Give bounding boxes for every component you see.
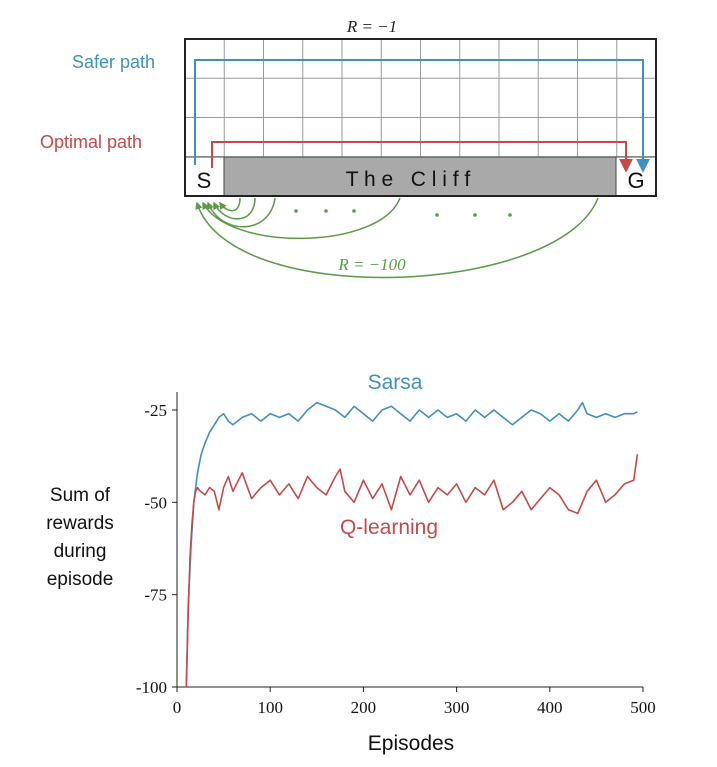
series-line-qlearning: [185, 454, 639, 688]
x-tick-label: 300: [444, 698, 470, 717]
y-tick-label: -100: [136, 678, 167, 697]
series-lines: [185, 401, 639, 688]
optimal-path: [211, 141, 633, 173]
y-tick-label: -75: [144, 586, 167, 605]
cliff-arc: [206, 197, 276, 228]
step-reward-label: R = −1: [346, 17, 397, 36]
safer-path: [194, 59, 650, 173]
optimal-path-label: Optimal path: [40, 132, 142, 152]
y-axis-label: Sum of rewards during episode: [46, 485, 114, 590]
goal-label: G: [627, 168, 644, 193]
cliff-reward-label: R = −100: [337, 255, 406, 274]
safer-path-label: Safer path: [72, 52, 155, 72]
grid-border: [184, 38, 657, 197]
y-axis-label-line: rewards: [46, 513, 114, 534]
y-ticks: -25 -50 -75 -100: [136, 401, 177, 697]
ellipsis-dot: [508, 213, 512, 217]
x-tick-label: 400: [537, 698, 563, 717]
series-label-sarsa: Sarsa: [368, 371, 423, 394]
x-ticks: 0 100 200 300 400 500: [173, 687, 656, 717]
learning-curve-chart: 0 100 200 300 400 500 -25 -50 -75 -100 Sarsa Q-l…: [46, 371, 656, 755]
x-tick-label: 0: [173, 698, 182, 717]
ellipsis-dot: [324, 209, 328, 213]
cliff-arc: [195, 197, 599, 279]
ellipsis-dot: [435, 213, 439, 217]
y-tick-label: -25: [144, 401, 167, 420]
cliff-label: T h e C l i f f: [346, 168, 471, 191]
x-tick-label: 500: [630, 698, 656, 717]
cliff-arc: [202, 197, 401, 240]
series-line-sarsa: [185, 401, 638, 688]
ellipsis-dot: [473, 213, 477, 217]
start-label: S: [197, 168, 212, 193]
cliff-arc: [219, 197, 241, 212]
x-tick-label: 100: [257, 698, 283, 717]
x-tick-label: 200: [351, 698, 377, 717]
series-label-qlearning: Q-learning: [340, 516, 438, 539]
y-axis-label-line: Sum of: [50, 485, 111, 506]
y-axis-label-line: episode: [47, 569, 114, 590]
ellipsis-dot: [294, 209, 298, 213]
cliff-arc: [213, 197, 256, 220]
y-axis-label-line: during: [54, 541, 107, 562]
cliff-gridworld: S G T h e C l i f f R = −1 Safer path Op…: [40, 17, 657, 279]
y-tick-label: -50: [144, 493, 167, 512]
x-axis-label: Episodes: [368, 732, 454, 755]
cliff-fall-arcs: [195, 197, 599, 279]
ellipsis-dot: [352, 209, 356, 213]
